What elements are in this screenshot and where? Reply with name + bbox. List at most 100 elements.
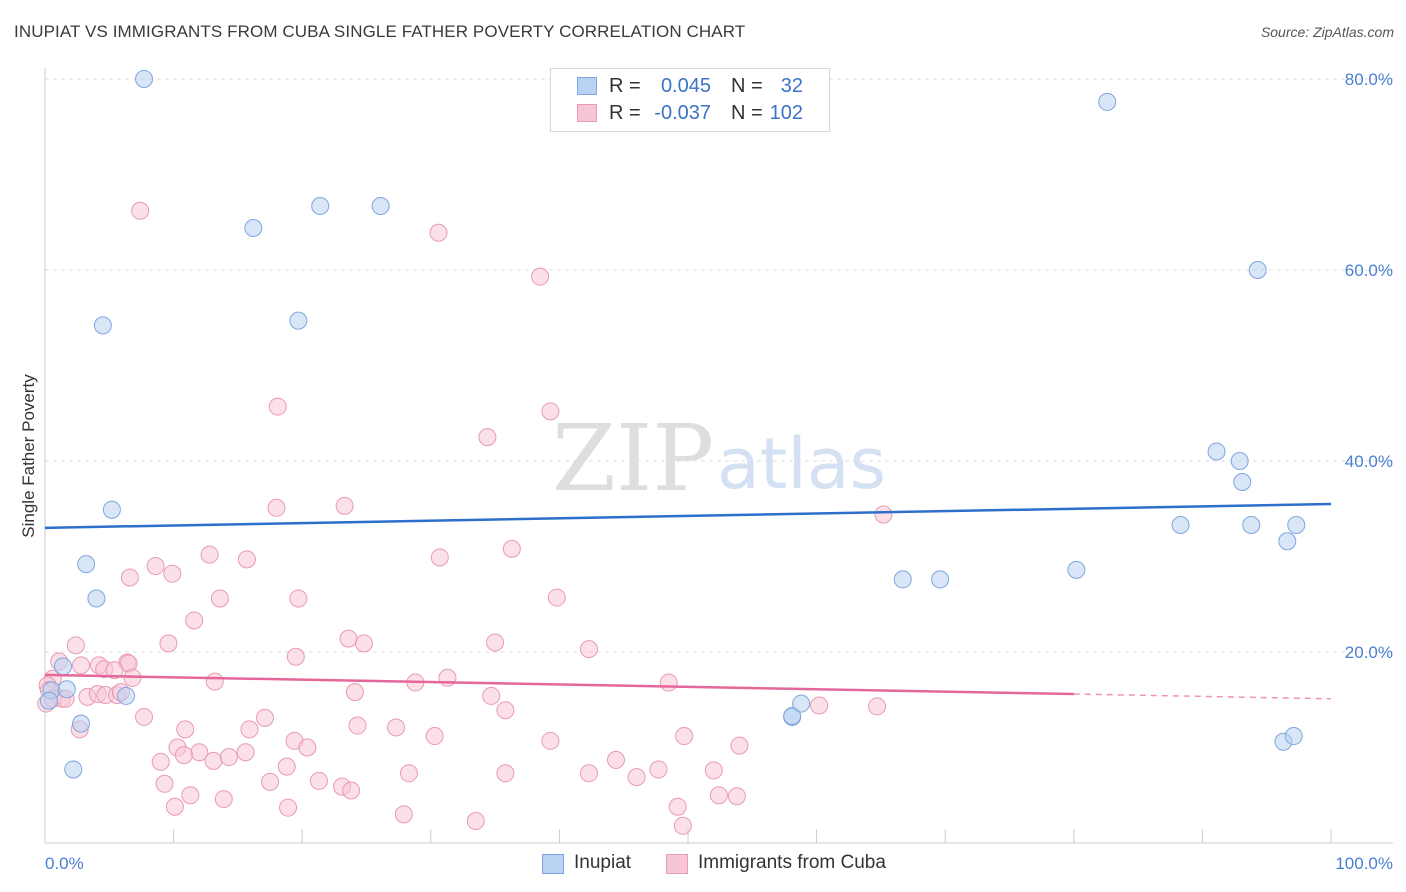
cuba-swatch (577, 104, 597, 122)
legend-label-cuba: Immigrants from Cuba (698, 852, 886, 873)
cuba-point (394, 805, 413, 824)
cuba-point (874, 505, 893, 524)
legend-r-label: R = (609, 75, 641, 97)
cuba-point (387, 718, 406, 737)
cuba-point (704, 761, 723, 780)
cuba-point (200, 545, 219, 564)
cuba-point (185, 611, 204, 630)
cuba-point (131, 201, 150, 220)
inupiat-point (893, 570, 912, 589)
inupiat-point (311, 197, 330, 216)
inupiat-point (72, 714, 91, 733)
inupiat-point (783, 706, 802, 725)
cuba-point (155, 774, 174, 793)
inupiat-point (244, 218, 263, 237)
cuba-point (339, 629, 358, 648)
x-tick-label-max: 100.0% (1335, 854, 1393, 873)
cuba-point (478, 428, 497, 447)
inupiat-point (1207, 442, 1226, 461)
watermark-zip: ZIP (552, 405, 714, 512)
cuba-point (151, 752, 170, 771)
cuba-point (214, 790, 233, 809)
inupiat-point (792, 694, 811, 713)
cuba-point (237, 550, 256, 569)
grid-lines (45, 78, 1393, 653)
inupiat-point (102, 500, 121, 519)
cuba-point (727, 787, 746, 806)
watermark: ZIP atlas (552, 405, 886, 512)
inupiat-swatch (542, 854, 564, 874)
inupiat-point (371, 197, 390, 216)
cuba-point (120, 568, 139, 587)
series-legend: Inupiat Immigrants from Cuba (0, 850, 1406, 878)
source-label: Source: ZipAtlas.com (1260, 24, 1394, 40)
cuba-point (541, 402, 560, 421)
cuba-point (810, 696, 829, 715)
legend-n-label: N = (731, 75, 763, 97)
inupiat-point (1287, 515, 1306, 534)
watermark-atlas: atlas (717, 423, 886, 505)
cuba-point (531, 267, 550, 286)
cuba-point (66, 636, 85, 655)
cuba-point (496, 701, 515, 720)
inupiat-trend-line (44, 502, 1332, 530)
cuba-point (496, 764, 515, 783)
x-ticks (44, 829, 1332, 843)
inupiat-point (1067, 560, 1086, 579)
cuba-point (547, 588, 566, 607)
inupiat-point (1278, 532, 1297, 551)
inupiat-point (1242, 515, 1261, 534)
cuba-point (430, 548, 449, 567)
inupiat-point (1248, 261, 1267, 279)
cuba-point (255, 708, 274, 727)
chart-title: INUPIAT VS IMMIGRANTS FROM CUBA SINGLE F… (14, 22, 746, 41)
legend-n-value: 32 (780, 75, 803, 97)
cuba-point (261, 772, 280, 791)
cuba-point (579, 640, 598, 659)
cuba-point (502, 539, 521, 558)
cuba-point (135, 707, 154, 726)
axes (44, 68, 1393, 844)
inupiat-point (117, 686, 136, 705)
y-tick-label: 20.0% (1345, 643, 1393, 662)
cuba-point (176, 720, 195, 739)
cuba-point (236, 743, 255, 762)
y-tick-label: 60.0% (1345, 261, 1393, 280)
legend-n-label: N = (731, 102, 763, 124)
cuba-point (482, 686, 501, 705)
y-tick-label: 80.0% (1345, 70, 1393, 89)
cuba-point (268, 397, 287, 416)
cuba-point (219, 748, 238, 767)
cuba-swatch (666, 854, 688, 874)
cuba-point (730, 736, 749, 755)
inupiat-swatch (577, 77, 597, 95)
legend-r-value: -0.037 (654, 102, 711, 124)
legend-r-label: R = (609, 102, 641, 124)
series-cuba-points (37, 201, 893, 835)
cuba-point (72, 656, 91, 675)
inupiat-point (1284, 727, 1303, 746)
legend-row-inupiat: R = 0.045 N = 32 (551, 73, 829, 99)
legend-r-value: 0.045 (660, 75, 711, 97)
cuba-point (204, 751, 223, 770)
cuba-point (279, 798, 298, 817)
inupiat-point (77, 555, 96, 574)
inupiat-point (931, 570, 950, 589)
cuba-point (267, 498, 286, 517)
y-axis-label: Single Father Poverty (19, 374, 38, 538)
y-tick-labels: 20.0% 40.0% 60.0% 80.0% (1345, 70, 1393, 662)
cuba-trend-line (44, 673, 1074, 696)
cuba-point (277, 757, 296, 776)
cuba-point (165, 797, 184, 816)
cuba-point (174, 746, 193, 765)
cuba-point (345, 683, 364, 702)
cuba-point (627, 768, 646, 787)
inupiat-point (57, 680, 76, 699)
cuba-point (868, 697, 887, 716)
cuba-point (649, 760, 668, 779)
cuba-point (425, 727, 444, 746)
cuba-point (342, 781, 361, 800)
cuba-point (709, 786, 728, 805)
cuba-point (659, 673, 678, 692)
